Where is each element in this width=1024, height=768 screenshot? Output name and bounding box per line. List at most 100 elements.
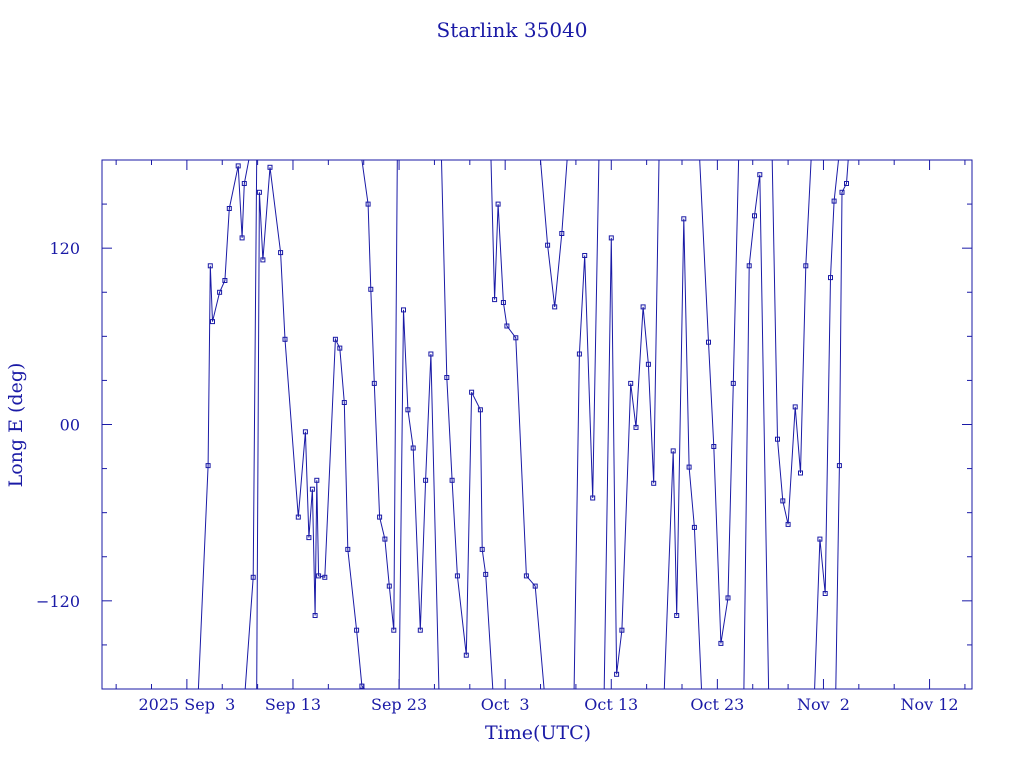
y-axis-label: Long E (deg) bbox=[5, 363, 27, 488]
x-tick-label: Oct 23 bbox=[690, 695, 744, 714]
data-point bbox=[718, 640, 724, 646]
series-line-5 bbox=[441, 160, 494, 689]
data-point bbox=[513, 335, 519, 341]
data-point bbox=[839, 189, 845, 195]
data-point bbox=[256, 189, 262, 195]
data-point bbox=[222, 278, 228, 283]
data-point bbox=[757, 172, 763, 178]
data-point bbox=[309, 486, 315, 492]
data-point bbox=[775, 436, 780, 442]
data-point bbox=[495, 201, 501, 207]
series-line-8 bbox=[573, 160, 600, 689]
data-point bbox=[302, 429, 308, 435]
data-point bbox=[674, 613, 680, 618]
series-line-14 bbox=[814, 160, 839, 689]
data-point bbox=[545, 242, 551, 248]
series-line-4 bbox=[398, 309, 440, 689]
data-point bbox=[210, 319, 215, 325]
data-point bbox=[449, 477, 455, 483]
data-point bbox=[608, 235, 614, 241]
data-point bbox=[828, 275, 833, 281]
data-point bbox=[831, 198, 837, 204]
data-point bbox=[391, 627, 397, 633]
data-point bbox=[282, 336, 288, 342]
x-tick-label: Nov 2 bbox=[797, 695, 850, 714]
data-point bbox=[614, 671, 620, 677]
data-point bbox=[267, 164, 273, 170]
data-point bbox=[241, 181, 247, 186]
series-layer bbox=[197, 160, 849, 689]
x-tick-label: Nov 12 bbox=[900, 695, 958, 714]
series-line-2 bbox=[256, 167, 365, 689]
data-point bbox=[463, 652, 469, 658]
x-tick-label: Oct 3 bbox=[481, 695, 530, 714]
data-point bbox=[817, 536, 823, 542]
data-point bbox=[332, 336, 338, 342]
data-point bbox=[552, 304, 558, 310]
data-point bbox=[314, 477, 320, 483]
data-point bbox=[706, 339, 711, 345]
x-tick-label: Sep 13 bbox=[265, 695, 321, 714]
data-point bbox=[523, 573, 529, 579]
data-point bbox=[746, 263, 752, 269]
data-point bbox=[651, 480, 657, 486]
data-point bbox=[454, 573, 460, 579]
data-point bbox=[582, 253, 588, 258]
data-point bbox=[444, 375, 450, 380]
series-line-13 bbox=[771, 160, 812, 525]
data-point bbox=[295, 514, 301, 520]
data-point bbox=[217, 289, 223, 295]
series-line-10 bbox=[663, 218, 702, 689]
x-tick-label: Oct 13 bbox=[584, 695, 638, 714]
data-point bbox=[235, 163, 241, 169]
series-line-12 bbox=[743, 174, 770, 689]
data-point bbox=[822, 591, 828, 596]
data-point bbox=[365, 201, 371, 207]
data-point bbox=[337, 345, 343, 351]
data-point bbox=[405, 407, 411, 413]
series-line-1 bbox=[244, 160, 258, 689]
data-point bbox=[576, 351, 582, 357]
data-point bbox=[844, 181, 849, 186]
data-point bbox=[628, 380, 634, 386]
data-point bbox=[477, 407, 483, 413]
data-point bbox=[239, 235, 245, 241]
data-point bbox=[377, 514, 383, 520]
data-point bbox=[417, 627, 423, 633]
data-point bbox=[803, 263, 809, 269]
data-point bbox=[428, 351, 434, 357]
data-point bbox=[691, 524, 697, 530]
data-point bbox=[205, 463, 211, 469]
plot-area bbox=[197, 160, 849, 689]
data-point bbox=[492, 297, 498, 303]
data-point bbox=[785, 521, 791, 527]
y-tick-label: 00 bbox=[60, 416, 80, 435]
data-point bbox=[226, 206, 232, 211]
data-point bbox=[559, 231, 565, 236]
data-point bbox=[250, 574, 256, 580]
data-point bbox=[780, 498, 786, 504]
data-point bbox=[316, 573, 322, 579]
series-line-9 bbox=[603, 160, 660, 689]
series-line-7 bbox=[540, 160, 568, 307]
series-line-0 bbox=[197, 160, 250, 689]
data-point bbox=[500, 300, 506, 305]
data-point bbox=[640, 304, 646, 310]
chart-title: Starlink 35040 bbox=[437, 18, 588, 42]
x-tick-label: Sep 23 bbox=[371, 695, 427, 714]
data-point bbox=[725, 595, 731, 601]
data-point bbox=[532, 583, 538, 589]
data-point bbox=[752, 213, 757, 219]
data-point bbox=[483, 571, 489, 577]
data-point bbox=[312, 613, 318, 618]
data-point bbox=[792, 404, 798, 410]
series-line-11 bbox=[699, 160, 740, 644]
data-point bbox=[386, 583, 392, 589]
data-point bbox=[681, 216, 687, 222]
y-tick-label: −120 bbox=[36, 592, 80, 611]
data-point bbox=[354, 627, 360, 633]
data-point bbox=[479, 546, 485, 552]
data-point bbox=[410, 445, 416, 451]
data-point bbox=[401, 307, 406, 313]
